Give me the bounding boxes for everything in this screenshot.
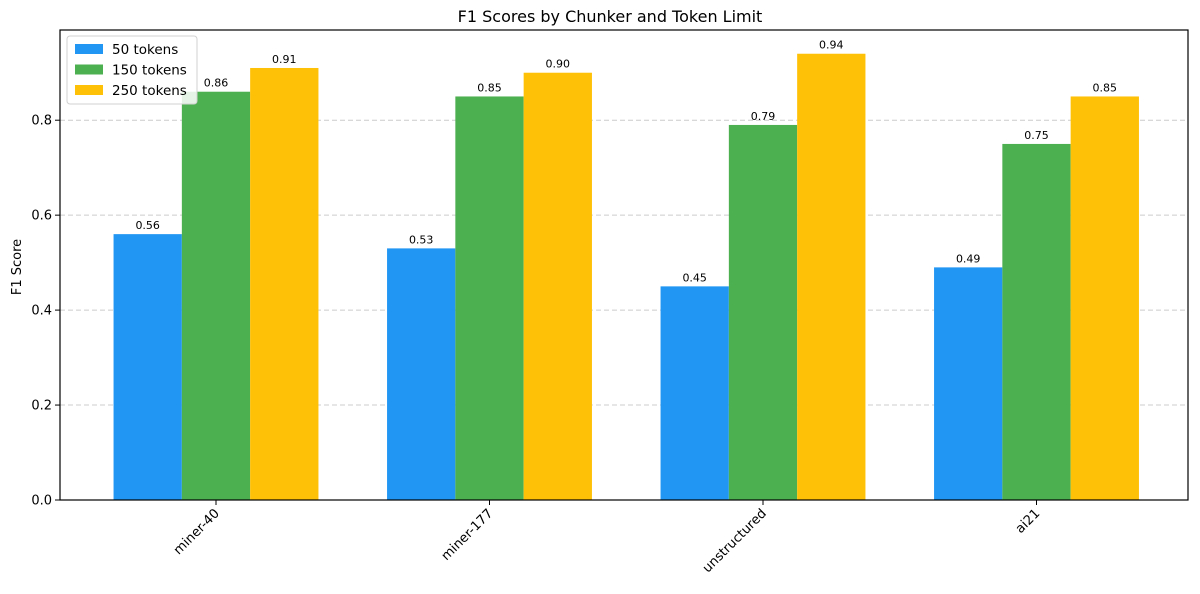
data-labels: 0.56 0.86 0.91 0.53 0.85 0.90 0.45 0.79 0.94 0.49…	[135, 39, 1117, 285]
legend-swatch	[75, 44, 103, 54]
bar	[660, 286, 729, 500]
legend-swatch	[75, 85, 103, 95]
bar	[1070, 96, 1139, 500]
legend-label: 150 tokens	[112, 63, 187, 79]
legend: 50 tokens 150 tokens 250 tokens	[66, 35, 198, 105]
bar-value-label: 0.90	[546, 58, 571, 71]
bars	[113, 53, 1139, 501]
bar-value-label: 0.86	[204, 77, 229, 90]
legend-swatch	[75, 64, 103, 75]
bar	[1002, 143, 1071, 500]
bar	[181, 91, 251, 501]
bar-value-label: 0.85	[477, 81, 502, 94]
bar	[113, 234, 182, 500]
y-tick-label: 0.0	[31, 494, 52, 509]
y-tick-label: 0.4	[31, 304, 52, 319]
bar-value-label: 0.56	[135, 219, 160, 232]
y-tick-label: 0.2	[31, 399, 52, 414]
bar-value-label: 0.79	[751, 110, 776, 123]
y-tick-label: 0.6	[31, 209, 52, 224]
bar	[797, 53, 866, 501]
bar-value-label: 0.45	[682, 271, 707, 284]
bar-value-label: 0.75	[1024, 129, 1049, 142]
bar-value-label: 0.53	[409, 233, 434, 246]
legend-label: 50 tokens	[112, 42, 178, 58]
bar	[523, 72, 592, 501]
y-axis-title: F1 Score	[10, 239, 25, 295]
plot-frame	[59, 29, 1189, 501]
bar-value-label: 0.94	[819, 39, 844, 52]
bar	[934, 267, 1003, 500]
bar	[387, 248, 456, 500]
bar	[455, 96, 524, 500]
bar	[250, 67, 319, 500]
legend-label: 250 tokens	[112, 83, 187, 99]
bar-value-label: 0.85	[1093, 81, 1118, 94]
bar	[728, 124, 798, 500]
bar-value-label: 0.49	[956, 252, 981, 265]
bar-value-label: 0.91	[272, 53, 297, 66]
chart-title: F1 Scores by Chunker and Token Limit	[458, 7, 763, 26]
y-tick-label: 0.8	[31, 114, 52, 129]
